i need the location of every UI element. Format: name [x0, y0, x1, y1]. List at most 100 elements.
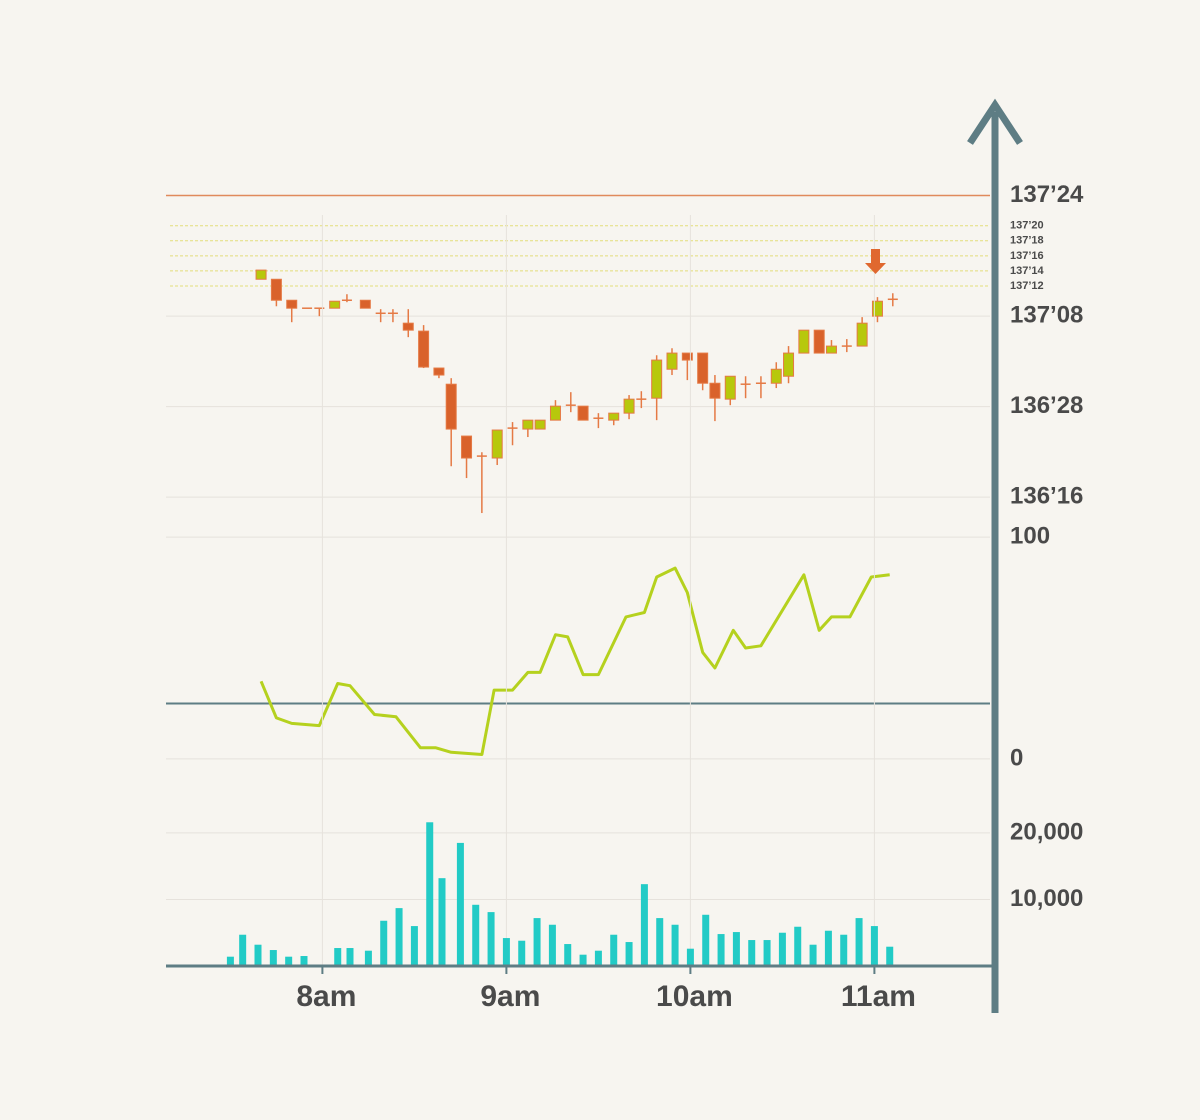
candle-body [534, 419, 546, 430]
volume-bar [533, 918, 541, 966]
volume-bar [410, 926, 418, 966]
volume-bar [456, 842, 464, 966]
level-label: 137’14 [1010, 265, 1045, 277]
y-tick-label: 10,000 [1010, 885, 1083, 912]
volume-bar [824, 930, 832, 966]
candle-body [476, 455, 487, 457]
candle-body [565, 404, 576, 406]
level-label: 137’18 [1010, 235, 1044, 247]
candle-body [507, 427, 518, 429]
candle-body [871, 300, 883, 317]
candle-body [445, 383, 457, 430]
x-tick-label: 8am [296, 980, 356, 1013]
candle-body [709, 382, 721, 399]
candle-body [651, 359, 663, 399]
volume-bar [364, 950, 372, 966]
y-tick-label: 136’16 [1010, 482, 1083, 509]
level-label: 137’20 [1010, 220, 1044, 232]
y-tick-label: 100 [1010, 522, 1050, 549]
volume-bar [395, 908, 403, 966]
volume-bar [380, 920, 388, 966]
candle-body [341, 299, 352, 301]
candle-body [270, 278, 282, 301]
candle-body [549, 405, 561, 421]
candle-body [402, 322, 414, 331]
plot: 137’24 137’08 136’28 136’16 137’20 137’18 137’… [166, 181, 1084, 1013]
volume-bar [886, 946, 894, 966]
candle-body [755, 382, 766, 384]
volume-bar [686, 948, 694, 966]
candle-body [255, 269, 267, 280]
volume-bar [502, 938, 510, 966]
level-label: 137’12 [1010, 280, 1044, 292]
volume-bar [426, 822, 434, 966]
volume-bar [610, 934, 618, 966]
candle-body [724, 375, 736, 400]
volume-bar [732, 932, 740, 966]
candle-body [461, 435, 473, 459]
volume-bar [870, 926, 878, 966]
volume-bar [438, 878, 446, 966]
volume-bar [640, 884, 648, 966]
volume-bar [763, 940, 771, 966]
candle-body [636, 398, 647, 400]
y-tick-label: 20,000 [1010, 818, 1083, 845]
candle-body [491, 429, 503, 459]
candle-body [697, 352, 709, 384]
volume-bar [518, 940, 526, 966]
y-tick-label: 0 [1010, 744, 1023, 771]
candle-body [329, 300, 341, 309]
candle-body [770, 368, 782, 384]
candle-body [522, 419, 534, 430]
candle-body [359, 299, 371, 309]
candle-body [783, 352, 795, 377]
volume-bar [778, 932, 786, 966]
candle-body [387, 312, 398, 315]
volume-bar [564, 944, 572, 966]
candle-body [286, 299, 298, 309]
volume-bar [487, 912, 495, 966]
volume-bar [840, 934, 848, 966]
y-tick-label: 136’28 [1010, 392, 1083, 419]
candle-body [825, 345, 837, 354]
volume-bar [285, 956, 293, 966]
volume-bar [472, 904, 480, 966]
candle-body [418, 330, 430, 368]
volume-bar [625, 942, 633, 966]
volume-bar [239, 934, 247, 966]
candle-body [608, 412, 620, 421]
volume-bar [717, 934, 725, 966]
candle-body [314, 307, 325, 309]
candle-body [375, 312, 386, 315]
candle-body [681, 352, 693, 361]
candle-body [666, 352, 678, 370]
candle-body [433, 367, 445, 376]
y-tick-label: 137’24 [1010, 181, 1084, 208]
signal-arrow [865, 249, 886, 274]
volume-bar [809, 944, 817, 966]
level-label: 137’16 [1010, 250, 1044, 262]
axis-arrow [967, 98, 1023, 145]
candle-body [623, 398, 635, 414]
volume-bar [594, 950, 602, 966]
candle-body [887, 298, 898, 301]
oscillator-line [259, 566, 890, 756]
volume-bar [794, 926, 802, 966]
x-tick-label: 9am [480, 980, 540, 1013]
volume-bar [748, 940, 756, 966]
x-tick-label: 11am [841, 980, 916, 1013]
volume-bar [579, 954, 587, 966]
candle-body [856, 322, 868, 347]
candle-body [302, 307, 313, 309]
volume-bar [226, 956, 234, 966]
candle-body [813, 329, 825, 354]
volume-bar [346, 948, 354, 966]
volume-bar [656, 918, 664, 966]
y-tick-label: 137’08 [1010, 302, 1083, 329]
volume-bar [702, 914, 710, 966]
volume-bar [548, 924, 556, 966]
candle-body [798, 329, 810, 354]
